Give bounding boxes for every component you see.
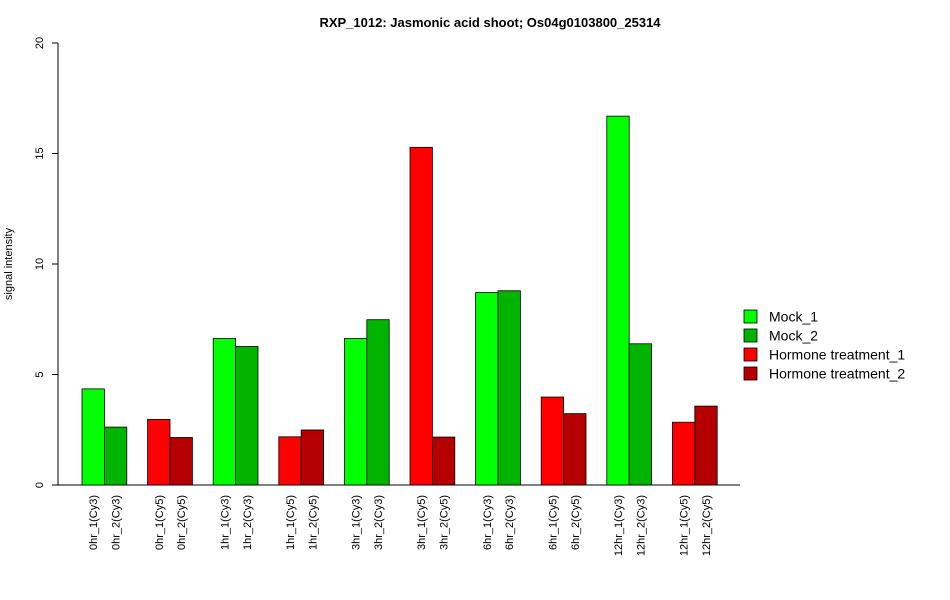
bar <box>235 346 259 486</box>
bar <box>563 413 587 486</box>
y-axis: 0 5 10 15 20 <box>34 37 59 488</box>
bar <box>366 319 390 486</box>
x-tick-label: 3hr_1(Cy3) <box>351 495 363 550</box>
bars-group <box>81 115 718 486</box>
legend: Mock_1 Mock_2 Hormone treatment_1 Hormone t… <box>743 309 905 382</box>
x-tick-label: 0hr_2(Cy5) <box>176 495 188 550</box>
legend-label: Hormone treatment_1 <box>769 347 905 363</box>
y-tick-label: 5 <box>34 371 46 377</box>
x-tick-label: 6hr_2(Cy3) <box>504 495 516 550</box>
x-tick-label: 1hr_2(Cy3) <box>242 495 254 550</box>
x-tick-label: 3hr_2(Cy5) <box>439 495 451 550</box>
bar <box>278 436 302 486</box>
y-tick-label: 20 <box>34 37 46 49</box>
x-tick-label: 0hr_1(Cy5) <box>154 495 166 550</box>
x-tick-label: 0hr_2(Cy3) <box>111 495 123 550</box>
x-tick-label: 0hr_1(Cy3) <box>88 495 100 550</box>
legend-swatch <box>743 328 758 343</box>
bar <box>169 437 193 486</box>
x-tick-label: 12hr_1(Cy5) <box>679 495 691 556</box>
bar <box>606 115 630 486</box>
legend-label: Mock_2 <box>769 328 818 344</box>
bar <box>497 290 521 486</box>
y-tick-label: 10 <box>34 258 46 270</box>
bar <box>104 426 128 486</box>
x-tick-label: 6hr_2(Cy5) <box>570 495 582 550</box>
legend-swatch <box>743 309 758 324</box>
x-tick-label: 1hr_2(Cy5) <box>307 495 319 550</box>
x-tick-label: 3hr_1(Cy5) <box>416 495 428 550</box>
bar <box>212 338 236 486</box>
x-tick-label: 6hr_1(Cy5) <box>547 495 559 550</box>
x-tick-label: 12hr_2(Cy3) <box>635 495 647 556</box>
x-tick-label: 6hr_1(Cy3) <box>482 495 494 550</box>
bar <box>628 343 653 486</box>
bar <box>343 338 368 486</box>
y-tick-label: 0 <box>34 482 46 488</box>
bar <box>409 146 433 486</box>
x-tick-label: 3hr_2(Cy3) <box>373 495 385 550</box>
bar <box>431 436 456 486</box>
bar <box>672 421 696 486</box>
bar <box>694 405 718 486</box>
legend-label: Mock_1 <box>769 309 818 325</box>
x-tick-label: 1hr_1(Cy3) <box>219 495 231 550</box>
bar <box>540 396 565 486</box>
bar <box>300 429 325 486</box>
x-tick-label: 1hr_1(Cy5) <box>285 495 297 550</box>
x-tick-label: 12hr_2(Cy5) <box>701 495 713 556</box>
bar <box>147 418 171 486</box>
y-axis-label: signal intensity <box>3 227 15 300</box>
x-tick-label: 12hr_1(Cy3) <box>613 495 625 556</box>
chart-title: RXP_1012: Jasmonic acid shoot; Os04g0103… <box>319 15 661 30</box>
legend-label: Hormone treatment_2 <box>769 366 905 382</box>
legend-swatch <box>743 347 758 362</box>
y-tick-label: 15 <box>34 147 46 159</box>
bar <box>81 388 105 486</box>
legend-swatch <box>743 366 758 381</box>
bar <box>475 292 499 486</box>
x-tick-labels: 0hr_1(Cy3) 0hr_2(Cy3) 0hr_1(Cy5) 0hr_2(Cy5)… <box>88 495 713 556</box>
